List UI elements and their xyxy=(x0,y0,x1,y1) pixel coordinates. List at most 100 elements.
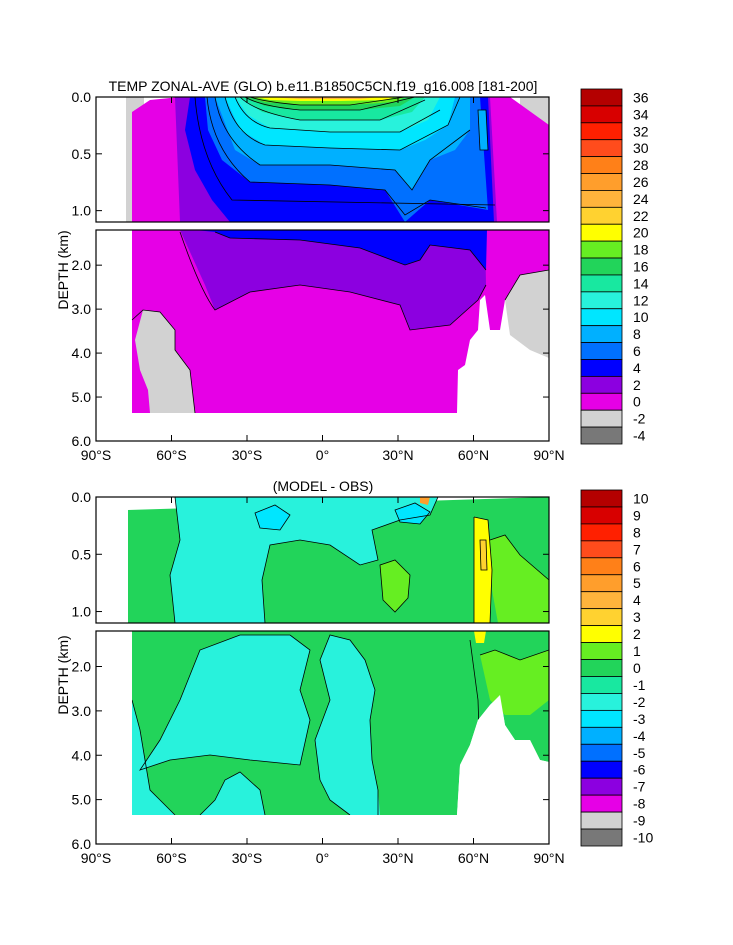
colorbar-swatch xyxy=(580,625,623,643)
y-tick-label: 3.0 xyxy=(72,703,92,719)
colorbar-swatch xyxy=(580,257,623,276)
y-tick-label: 0.0 xyxy=(72,89,92,105)
colorbar-label: -1 xyxy=(633,677,646,693)
colorbar-swatch xyxy=(580,709,623,728)
temperature-lower-field xyxy=(96,230,549,441)
x-tick-label: 60°S xyxy=(156,850,187,866)
colorbar-swatch xyxy=(580,122,623,141)
colorbar-swatch xyxy=(580,523,623,542)
colorbar-label: 10 xyxy=(633,309,649,325)
difference-ticks: 90°S 60°S 30°S 0° 30°N 60°N 90°N 0.0 0.5 1.0 2.0 3.… xyxy=(72,489,565,866)
colorbar-swatch xyxy=(580,206,623,225)
panel-difference-title: (MODEL - OBS) xyxy=(273,478,374,494)
colorbar-label: 2 xyxy=(633,626,641,642)
x-tick-label: 30°N xyxy=(382,447,413,463)
colorbar-swatch xyxy=(580,274,623,293)
y-tick-label: 0.0 xyxy=(72,489,92,505)
y-tick-label: 0.5 xyxy=(72,546,92,562)
colorbar-swatch xyxy=(580,139,623,158)
colorbar-swatch xyxy=(580,409,623,428)
colorbar-swatch xyxy=(580,173,623,191)
y-tick-label: 6.0 xyxy=(72,433,92,449)
colorbar-swatch xyxy=(580,574,623,593)
colorbar-label: 4 xyxy=(633,360,641,376)
colorbar-swatch xyxy=(580,794,623,813)
x-tick-label: 30°S xyxy=(232,850,263,866)
temperature-upper-field xyxy=(96,97,549,222)
colorbar-swatch xyxy=(580,156,623,174)
x-tick-label: 90°S xyxy=(81,850,112,866)
colorbar-swatch xyxy=(580,777,623,796)
colorbar-label: 18 xyxy=(633,242,649,258)
colorbar-label: -8 xyxy=(633,796,646,812)
colorbar-label: 14 xyxy=(633,275,649,291)
colorbar-label: -3 xyxy=(633,711,646,727)
x-tick-label: 60°S xyxy=(156,447,187,463)
colorbar-swatch xyxy=(580,676,623,694)
colorbar-label: 5 xyxy=(633,575,641,591)
x-tick-label: 30°S xyxy=(232,447,263,463)
panel-temperature: TEMP ZONAL-AVE (GLO) b.e11.B1850C5CN.f19… xyxy=(55,78,649,463)
colorbar-swatch xyxy=(580,591,623,610)
x-tick-label: 30°N xyxy=(382,850,413,866)
x-tick-label: 0° xyxy=(316,447,329,463)
colorbar-label: 26 xyxy=(633,174,649,190)
y-tick-label: 5.0 xyxy=(72,792,92,808)
colorbar-label: -2 xyxy=(633,411,646,427)
y-tick-label: 0.5 xyxy=(72,146,92,162)
colorbar-swatch xyxy=(580,642,623,660)
colorbar-swatch xyxy=(580,375,623,394)
x-tick-label: 60°N xyxy=(458,850,489,866)
colorbar-label: 9 xyxy=(633,507,641,523)
difference-lower-field xyxy=(96,631,549,844)
temperature-ylabel: DEPTH (km) xyxy=(55,230,71,309)
colorbar-swatch xyxy=(580,223,623,242)
colorbar-swatch xyxy=(580,828,623,847)
x-tick-label: 90°S xyxy=(81,447,112,463)
colorbar-label: 1 xyxy=(633,643,641,659)
colorbar-label: 22 xyxy=(633,208,649,224)
colorbar-label: 36 xyxy=(633,89,649,105)
x-tick-label: 90°N xyxy=(533,850,564,866)
colorbar-label: 10 xyxy=(633,490,649,506)
x-tick-label: 60°N xyxy=(458,447,489,463)
y-tick-label: 1.0 xyxy=(72,604,92,620)
colorbar-swatch xyxy=(580,342,623,360)
colorbar-swatch xyxy=(580,359,623,377)
colorbar-swatch xyxy=(580,726,623,745)
difference-ylabel: DEPTH (km) xyxy=(55,635,71,714)
colorbar-swatch xyxy=(580,743,623,762)
colorbar-swatch xyxy=(580,426,623,445)
colorbar-swatch xyxy=(580,506,623,525)
colorbar-label: 34 xyxy=(633,106,649,122)
colorbar-swatch xyxy=(580,540,623,559)
colorbar-swatch xyxy=(580,190,623,208)
y-tick-label: 4.0 xyxy=(72,747,92,763)
y-tick-label: 3.0 xyxy=(72,301,92,317)
y-tick-label: 5.0 xyxy=(72,389,92,405)
colorbar-label: -4 xyxy=(633,428,646,444)
colorbar-swatch xyxy=(580,811,623,830)
colorbar-swatch xyxy=(580,693,623,711)
colorbar-swatch xyxy=(580,240,623,259)
colorbar-label: -10 xyxy=(633,830,653,846)
y-tick-label: 6.0 xyxy=(72,836,92,852)
colorbar-label: 12 xyxy=(633,292,649,308)
colorbar-label: -6 xyxy=(633,762,646,778)
colorbar-label: -5 xyxy=(633,745,646,761)
colorbar-swatch xyxy=(580,325,623,343)
colorbar-swatch xyxy=(580,291,623,310)
colorbar-swatch xyxy=(580,392,623,411)
colorbar-label: -9 xyxy=(633,813,646,829)
colorbar-swatch xyxy=(580,105,623,124)
colorbar-label: 7 xyxy=(633,541,641,557)
colorbar-label: 28 xyxy=(633,157,649,173)
panel-difference: (MODEL - OBS) xyxy=(55,478,653,866)
x-tick-label: 90°N xyxy=(533,447,564,463)
colorbar-label: 16 xyxy=(633,259,649,275)
colorbar-swatch xyxy=(580,557,623,576)
colorbar-swatch xyxy=(580,88,623,107)
